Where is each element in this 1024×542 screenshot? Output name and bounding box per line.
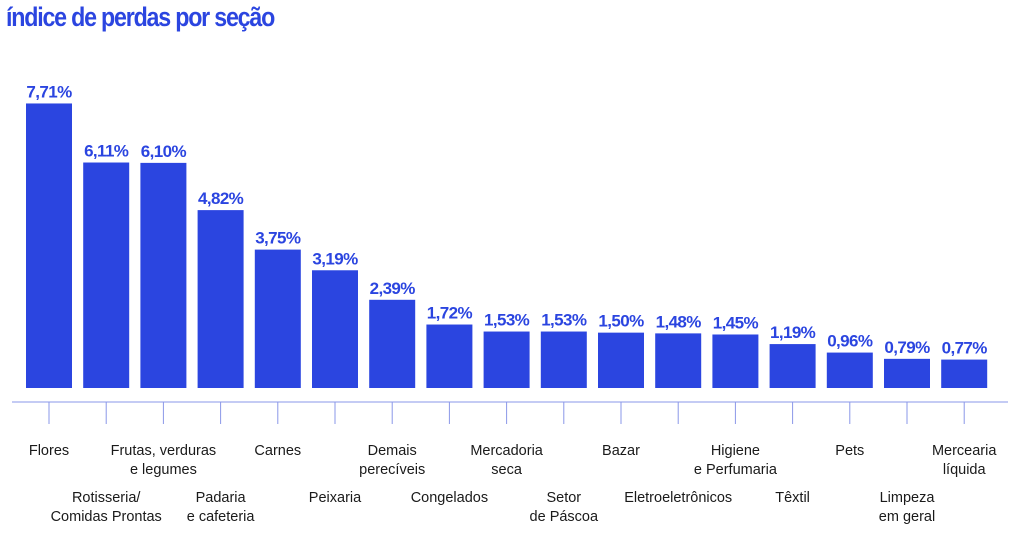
- category-label-2: Frutas, verduras e legumes: [111, 443, 217, 478]
- category-label-9: Setor de Páscoa: [530, 490, 599, 525]
- category-label-12: Higiene e Perfumaria: [694, 443, 778, 478]
- category-label-4: Carnes: [254, 443, 301, 459]
- value-label-12: 1,45%: [713, 313, 759, 332]
- bar-16: [941, 359, 988, 388]
- value-label-6: 2,39%: [370, 279, 416, 298]
- value-label-9: 1,53%: [541, 311, 587, 330]
- value-label-2: 6,10%: [141, 142, 187, 161]
- category-label-13: Têxtil: [775, 490, 810, 506]
- value-label-3: 4,82%: [198, 189, 244, 208]
- value-label-5: 3,19%: [312, 249, 358, 268]
- value-label-14: 0,96%: [827, 332, 873, 351]
- chart-title: índice de perdas por seção: [6, 2, 275, 32]
- bar-6: [369, 299, 416, 388]
- category-label-14: Pets: [835, 443, 864, 459]
- bar-11: [655, 333, 702, 388]
- bar-1: [83, 162, 130, 388]
- category-label-8: Mercadoria seca: [470, 443, 543, 478]
- value-label-10: 1,50%: [598, 312, 644, 331]
- value-label-0: 7,71%: [26, 82, 72, 101]
- bar-12: [712, 334, 759, 388]
- category-label-1: Rotisseria/Comidas Prontas: [51, 490, 162, 525]
- bar-7: [426, 324, 473, 388]
- category-label-6: Demais perecíveis: [359, 443, 425, 478]
- category-label-15: Limpeza em geral: [879, 490, 936, 525]
- value-label-4: 3,75%: [255, 229, 301, 248]
- value-label-16: 0,77%: [942, 339, 988, 358]
- value-label-8: 1,53%: [484, 311, 530, 330]
- bar-2: [140, 162, 187, 388]
- category-label-11: Eletroeletrônicos: [624, 490, 732, 506]
- category-label-0: Flores: [29, 443, 69, 459]
- category-label-3: Padaria e cafeteria: [187, 490, 256, 525]
- category-label-16: Mercearia líquida: [932, 443, 997, 478]
- category-label-10: Bazar: [602, 443, 640, 459]
- bar-14: [826, 352, 873, 388]
- value-label-15: 0,79%: [884, 338, 930, 357]
- category-label-5: Peixaria: [309, 490, 362, 506]
- bar-10: [598, 332, 644, 388]
- value-label-11: 1,48%: [656, 312, 702, 331]
- bar-0: [26, 103, 72, 388]
- bar-8: [483, 331, 530, 388]
- value-label-1: 6,11%: [84, 142, 129, 161]
- bar-5: [312, 270, 358, 388]
- bar-3: [197, 210, 244, 388]
- value-label-13: 1,19%: [770, 323, 816, 342]
- bar-13: [769, 344, 816, 388]
- bar-15: [884, 358, 930, 388]
- bar-4: [254, 249, 301, 388]
- value-label-7: 1,72%: [427, 304, 473, 323]
- category-label-7: Congelados: [411, 490, 488, 506]
- bar-9: [540, 331, 587, 388]
